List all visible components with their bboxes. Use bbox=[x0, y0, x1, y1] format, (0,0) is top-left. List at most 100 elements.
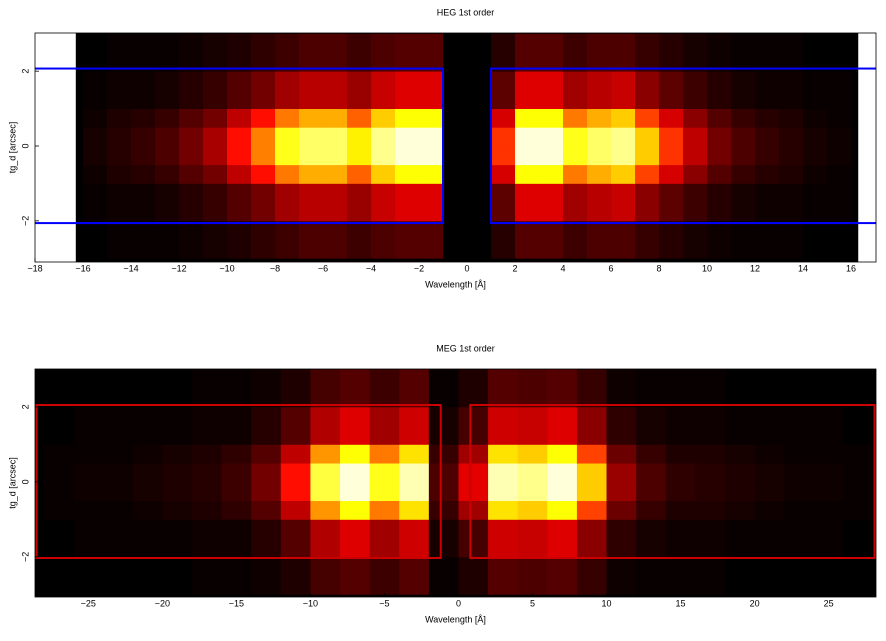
heatmap-cell bbox=[731, 183, 756, 222]
heatmap-cell bbox=[813, 444, 844, 464]
heatmap-cell bbox=[813, 519, 844, 558]
heatmap-cell bbox=[371, 33, 396, 72]
heatmap-cell bbox=[251, 481, 282, 502]
heatmap-cell bbox=[539, 164, 564, 184]
heatmap-cell bbox=[683, 33, 708, 72]
heatmap-cell bbox=[443, 183, 468, 222]
heatmap-cell bbox=[606, 463, 637, 483]
heatmap-cell bbox=[731, 33, 756, 72]
heatmap-cell bbox=[310, 406, 341, 445]
x-tick-label: 2 bbox=[513, 263, 518, 273]
heatmap-cell bbox=[517, 500, 548, 520]
heatmap-cell bbox=[458, 481, 489, 502]
heatmap-cell bbox=[843, 556, 874, 595]
heatmap-cell bbox=[517, 369, 548, 408]
heatmap-cell bbox=[754, 444, 785, 464]
heatmap-cell bbox=[784, 500, 815, 520]
heatmap-cell bbox=[587, 164, 612, 184]
heatmap-cell bbox=[162, 519, 193, 558]
heatmap-cell bbox=[491, 183, 516, 222]
heatmap-cell bbox=[458, 519, 489, 558]
heatmap-cell bbox=[347, 33, 372, 72]
heatmap-cell bbox=[515, 127, 540, 147]
heatmap-cell bbox=[221, 500, 252, 520]
heatmap-cell bbox=[695, 519, 726, 558]
heatmap-cell bbox=[103, 481, 134, 502]
heatmap-cell bbox=[251, 71, 276, 109]
heatmap-cell bbox=[395, 71, 420, 109]
heatmap-cell bbox=[707, 108, 732, 128]
heatmap-cell bbox=[611, 220, 636, 259]
heatmap-cell bbox=[395, 33, 420, 72]
heatmap-cell bbox=[731, 127, 756, 147]
heatmap-cell bbox=[399, 500, 430, 520]
heatmap-cell bbox=[155, 71, 180, 109]
heatmap-cell bbox=[107, 127, 132, 147]
heatmap-cell bbox=[371, 183, 396, 222]
heatmap-cell bbox=[299, 33, 324, 72]
heatmap-cell bbox=[659, 220, 684, 259]
heatmap-cell bbox=[131, 183, 156, 222]
heatmap-cell bbox=[395, 108, 420, 128]
heatmap-cell bbox=[563, 108, 588, 128]
heatmap-cell bbox=[707, 71, 732, 109]
heatmap-cell bbox=[371, 127, 396, 147]
heatmap-cell bbox=[606, 500, 637, 520]
x-tick-label: −4 bbox=[366, 263, 376, 273]
heatmap-cell bbox=[155, 220, 180, 259]
heatmap-cell bbox=[606, 406, 637, 445]
heatmap-cell bbox=[399, 406, 430, 445]
heatmap-cell bbox=[754, 369, 785, 408]
heatmap-cell bbox=[227, 127, 252, 147]
heatmap-cell bbox=[347, 71, 372, 109]
heatmap-cell bbox=[635, 33, 660, 72]
heatmap-cell bbox=[310, 463, 341, 483]
heatmap-cell bbox=[636, 500, 667, 520]
heatmap-cell bbox=[299, 127, 324, 147]
heatmap-cell bbox=[132, 481, 163, 502]
x-tick-label: −18 bbox=[27, 263, 42, 273]
heatmap-cell bbox=[491, 127, 516, 147]
heatmap-cell bbox=[83, 33, 108, 72]
heatmap-cell bbox=[251, 444, 282, 464]
heatmap-cell bbox=[458, 406, 489, 445]
x-tick-label: −25 bbox=[81, 598, 96, 608]
heatmap-cell bbox=[724, 556, 755, 595]
x-tick-label: 10 bbox=[602, 598, 612, 608]
heatmap-cell bbox=[419, 164, 444, 184]
heatmap-cell bbox=[251, 183, 276, 222]
heatmap-cell bbox=[419, 146, 444, 166]
heatmap-cell bbox=[203, 146, 228, 166]
heatmap-cell bbox=[665, 369, 696, 408]
heatmap-cell bbox=[659, 127, 684, 147]
heatmap-cell bbox=[251, 406, 282, 445]
x-tick-label: 4 bbox=[561, 263, 566, 273]
heatmap-cell bbox=[428, 519, 459, 558]
heatmap-cell bbox=[665, 481, 696, 502]
heatmap-cell bbox=[491, 108, 516, 128]
heatmap-cell bbox=[547, 481, 578, 502]
plot-area bbox=[35, 369, 876, 597]
heatmap-cell bbox=[515, 183, 540, 222]
heatmap-cell bbox=[611, 164, 636, 184]
heatmap-cell bbox=[73, 463, 104, 483]
x-tick-label: 8 bbox=[657, 263, 662, 273]
heatmap-cell bbox=[539, 127, 564, 147]
heatmap-cell bbox=[635, 71, 660, 109]
heatmap-cell bbox=[587, 146, 612, 166]
heatmap-cell bbox=[371, 220, 396, 259]
heatmap-cell bbox=[488, 519, 519, 558]
heatmap-cell bbox=[162, 369, 193, 408]
heatmap-cell bbox=[467, 164, 492, 184]
heatmap-cell bbox=[611, 108, 636, 128]
heatmap-cell bbox=[251, 220, 276, 259]
heatmap-cell bbox=[843, 500, 874, 520]
heatmap-cell bbox=[467, 71, 492, 109]
heatmap-cell bbox=[103, 406, 134, 445]
heatmap-cell bbox=[83, 108, 108, 128]
heatmap-cell bbox=[587, 127, 612, 147]
heatmap-cell bbox=[428, 500, 459, 520]
heatmap-cell bbox=[779, 127, 804, 147]
heatmap-cell bbox=[695, 369, 726, 408]
